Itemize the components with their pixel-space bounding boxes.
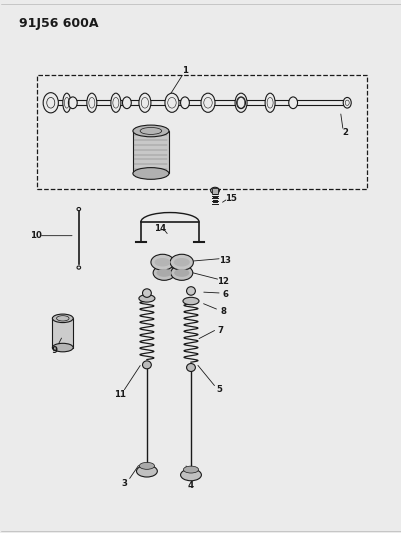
Ellipse shape [288,97,297,109]
Bar [211,188,218,194]
Text: 5: 5 [216,385,221,394]
Text: 2: 2 [341,128,347,137]
Ellipse shape [43,93,58,113]
Ellipse shape [164,93,178,112]
Text: 14: 14 [154,224,166,233]
Ellipse shape [133,125,168,137]
Ellipse shape [52,343,73,352]
Ellipse shape [150,254,174,270]
Ellipse shape [142,289,151,297]
Ellipse shape [183,466,198,473]
Ellipse shape [174,269,189,277]
Ellipse shape [142,361,151,369]
Text: 6: 6 [221,289,227,298]
Ellipse shape [111,93,121,112]
Bar [133,131,168,173]
Ellipse shape [182,297,198,305]
Ellipse shape [186,364,195,372]
Ellipse shape [63,93,71,112]
Ellipse shape [342,98,350,108]
Ellipse shape [139,93,150,112]
Ellipse shape [156,269,171,277]
Ellipse shape [139,295,154,302]
Bar [52,318,73,348]
Text: 9: 9 [52,346,58,355]
Ellipse shape [170,254,193,270]
Ellipse shape [236,97,245,109]
Text: 3: 3 [122,479,128,488]
Ellipse shape [122,97,131,109]
Ellipse shape [77,207,81,211]
Bar [36,75,367,189]
Text: 12: 12 [217,277,229,286]
Text: 7: 7 [217,326,223,335]
Ellipse shape [52,314,73,322]
Ellipse shape [153,265,175,280]
Text: 91J56 600A: 91J56 600A [19,17,98,29]
Ellipse shape [154,258,170,266]
Text: 11: 11 [114,390,126,399]
Ellipse shape [47,98,55,108]
Ellipse shape [180,97,189,109]
Ellipse shape [173,258,189,266]
Ellipse shape [68,97,77,109]
Text: 10: 10 [30,231,42,240]
Text: 1: 1 [182,67,188,75]
Ellipse shape [77,266,81,269]
Ellipse shape [186,287,195,295]
Text: 15: 15 [225,194,237,203]
Ellipse shape [264,93,274,112]
Ellipse shape [344,100,348,106]
Ellipse shape [180,469,201,481]
Ellipse shape [87,93,97,112]
Ellipse shape [136,465,157,477]
Ellipse shape [139,463,154,470]
Ellipse shape [200,93,215,112]
Ellipse shape [210,187,219,193]
Text: 8: 8 [219,307,225,316]
Ellipse shape [170,265,192,280]
Ellipse shape [133,167,168,179]
Text: 13: 13 [219,256,231,264]
Ellipse shape [235,93,247,112]
Text: 4: 4 [187,481,194,490]
